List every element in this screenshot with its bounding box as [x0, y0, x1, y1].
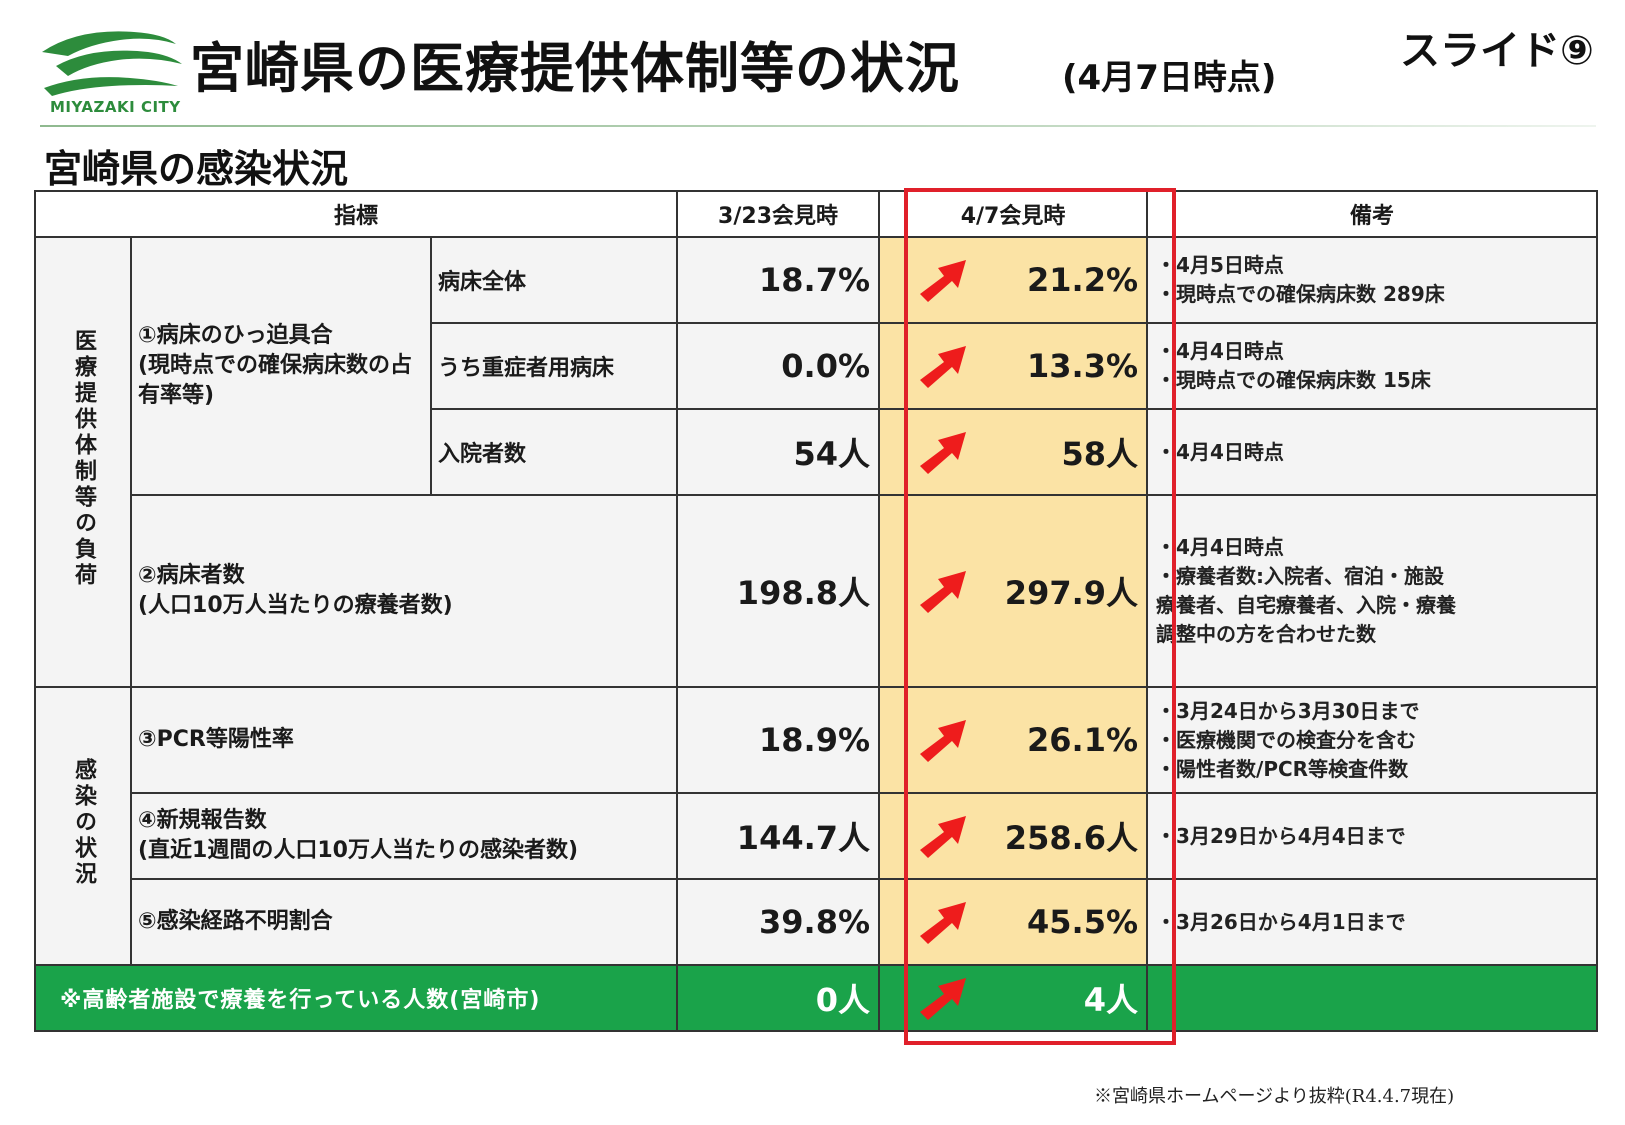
title-date: (4月7日時点)	[1062, 58, 1277, 98]
slide-number: スライド⑨	[1400, 28, 1594, 74]
current-cell: 297.9人	[878, 494, 1149, 688]
current-value: 258.6人	[1004, 819, 1139, 857]
current-value: 26.1%	[1027, 721, 1139, 759]
table-row: ⑤感染経路不明割合 39.8% 45.5% ・3月26日から4月1日まで	[35, 878, 1599, 966]
current-value: 4人	[1083, 981, 1139, 1019]
current-cell: 4人	[878, 964, 1149, 1032]
current-cell: 58人	[878, 408, 1149, 496]
group-infection: 感染の状況	[34, 686, 132, 966]
arrow-up-right-icon	[914, 810, 972, 862]
arrow-up-right-icon	[914, 714, 972, 766]
notes-cell: ・3月26日から4月1日まで	[1146, 878, 1599, 966]
header-indicator: 指標	[33, 190, 679, 238]
elderly-facility-row: ※高齢者施設で療養を行っている人数(宮崎市) 0人 4人	[33, 964, 1599, 1032]
notes-cell: ・4月4日時点	[1146, 408, 1599, 496]
prev-value: 54人	[676, 408, 881, 496]
group-medical: 医療提供体制等の負荷	[34, 236, 132, 688]
arrow-up-right-icon	[914, 896, 972, 948]
prev-value: 0人	[676, 964, 881, 1032]
table-row: ④新規報告数 (直近1週間の人口10万人当たりの感染者数) 144.7人 258…	[35, 792, 1599, 880]
notes-cell: ・3月29日から4月4日まで	[1146, 792, 1599, 880]
current-cell: 21.2%	[878, 236, 1149, 324]
logo-text: MIYAZAKI CITY	[50, 98, 181, 116]
header-notes: 備考	[1146, 190, 1599, 238]
sub-indicator-label: うち重症者用病床	[429, 322, 679, 410]
arrow-up-right-icon	[914, 565, 972, 617]
section-title: 宮崎県の感染状況	[44, 147, 349, 191]
sub-indicator-label: 病床全体	[429, 236, 679, 324]
logo-mark-icon	[42, 31, 182, 96]
notes-cell: ・4月4日時点 ・現時点での確保病床数 15床	[1146, 322, 1599, 410]
header-current: 4/7会見時	[878, 190, 1149, 238]
notes-cell: ・4月4日時点 ・療養者数:入院者、宿泊・施設 療養者、自宅療養者、入院・療養 調整中…	[1146, 494, 1599, 688]
prev-value: 18.7%	[676, 236, 881, 324]
table-row: 入院者数 54人 58人 ・4月4日時点	[35, 408, 1599, 496]
table-header-row: 指標 3/23会見時 4/7会見時 備考	[33, 190, 1599, 238]
table-row: うち重症者用病床 0.0% 13.3% ・4月4日時点 ・現時点での確保病床数 1…	[35, 322, 1599, 410]
prev-value: 198.8人	[676, 494, 881, 688]
indicator-label: ①病床のひっ迫具合 (現時点での確保病床数の占有率等)	[130, 236, 432, 496]
current-cell: 26.1%	[878, 686, 1149, 794]
header-divider	[40, 125, 1596, 127]
arrow-up-right-icon	[914, 972, 972, 1024]
current-value: 297.9人	[1004, 574, 1139, 612]
notes-cell: ・3月24日から3月30日まで ・医療機関での検査分を含む ・陽性者数/PCR等検査…	[1146, 686, 1599, 794]
elderly-facility-label: ※高齢者施設で療養を行っている人数(宮崎市)	[33, 964, 679, 1032]
current-value: 45.5%	[1027, 903, 1139, 941]
current-cell: 45.5%	[878, 878, 1149, 966]
indicator-label: ④新規報告数 (直近1週間の人口10万人当たりの感染者数)	[129, 792, 679, 880]
source-note: ※宮崎県ホームページより抜粋(R4.4.7現在)	[1094, 1086, 1455, 1107]
infection-status-table: 指標 3/23会見時 4/7会見時 備考 医療提供体制等の負荷 ①病床のひっ迫具…	[33, 190, 1599, 1032]
indicator-label: ③PCR等陽性率	[129, 686, 679, 794]
current-cell: 13.3%	[878, 322, 1149, 410]
current-value: 58人	[1061, 435, 1139, 473]
arrow-up-right-icon	[914, 426, 972, 478]
prev-value: 0.0%	[676, 322, 881, 410]
current-value: 21.2%	[1027, 261, 1139, 299]
table-row: 感染の状況 ③PCR等陽性率 18.9% 26.1% ・3月24日から3月30日…	[34, 686, 1599, 966]
miyazaki-city-logo: MIYAZAKI CITY	[38, 22, 188, 122]
page-title: 宮崎県の医療提供体制等の状況	[190, 37, 960, 100]
indicator-label: ②病床者数 (人口10万人当たりの療養者数)	[129, 494, 679, 688]
arrow-up-right-icon	[914, 340, 972, 392]
header-prev: 3/23会見時	[676, 190, 881, 238]
current-value: 13.3%	[1027, 347, 1139, 385]
arrow-up-right-icon	[914, 254, 972, 306]
table-row: 医療提供体制等の負荷 ①病床のひっ迫具合 (現時点での確保病床数の占有率等) 病…	[34, 236, 1599, 688]
notes-cell: ・4月5日時点 ・現時点での確保病床数 289床	[1146, 236, 1599, 324]
prev-value: 144.7人	[676, 792, 881, 880]
sub-indicator-label: 入院者数	[429, 408, 679, 496]
indicator-label: ⑤感染経路不明割合	[129, 878, 679, 966]
prev-value: 18.9%	[676, 686, 881, 794]
prev-value: 39.8%	[676, 878, 881, 966]
current-cell: 258.6人	[878, 792, 1149, 880]
empty-notes-cell	[1146, 964, 1599, 1032]
table-row: ②病床者数 (人口10万人当たりの療養者数) 198.8人 297.9人 ・4月…	[35, 494, 1599, 688]
